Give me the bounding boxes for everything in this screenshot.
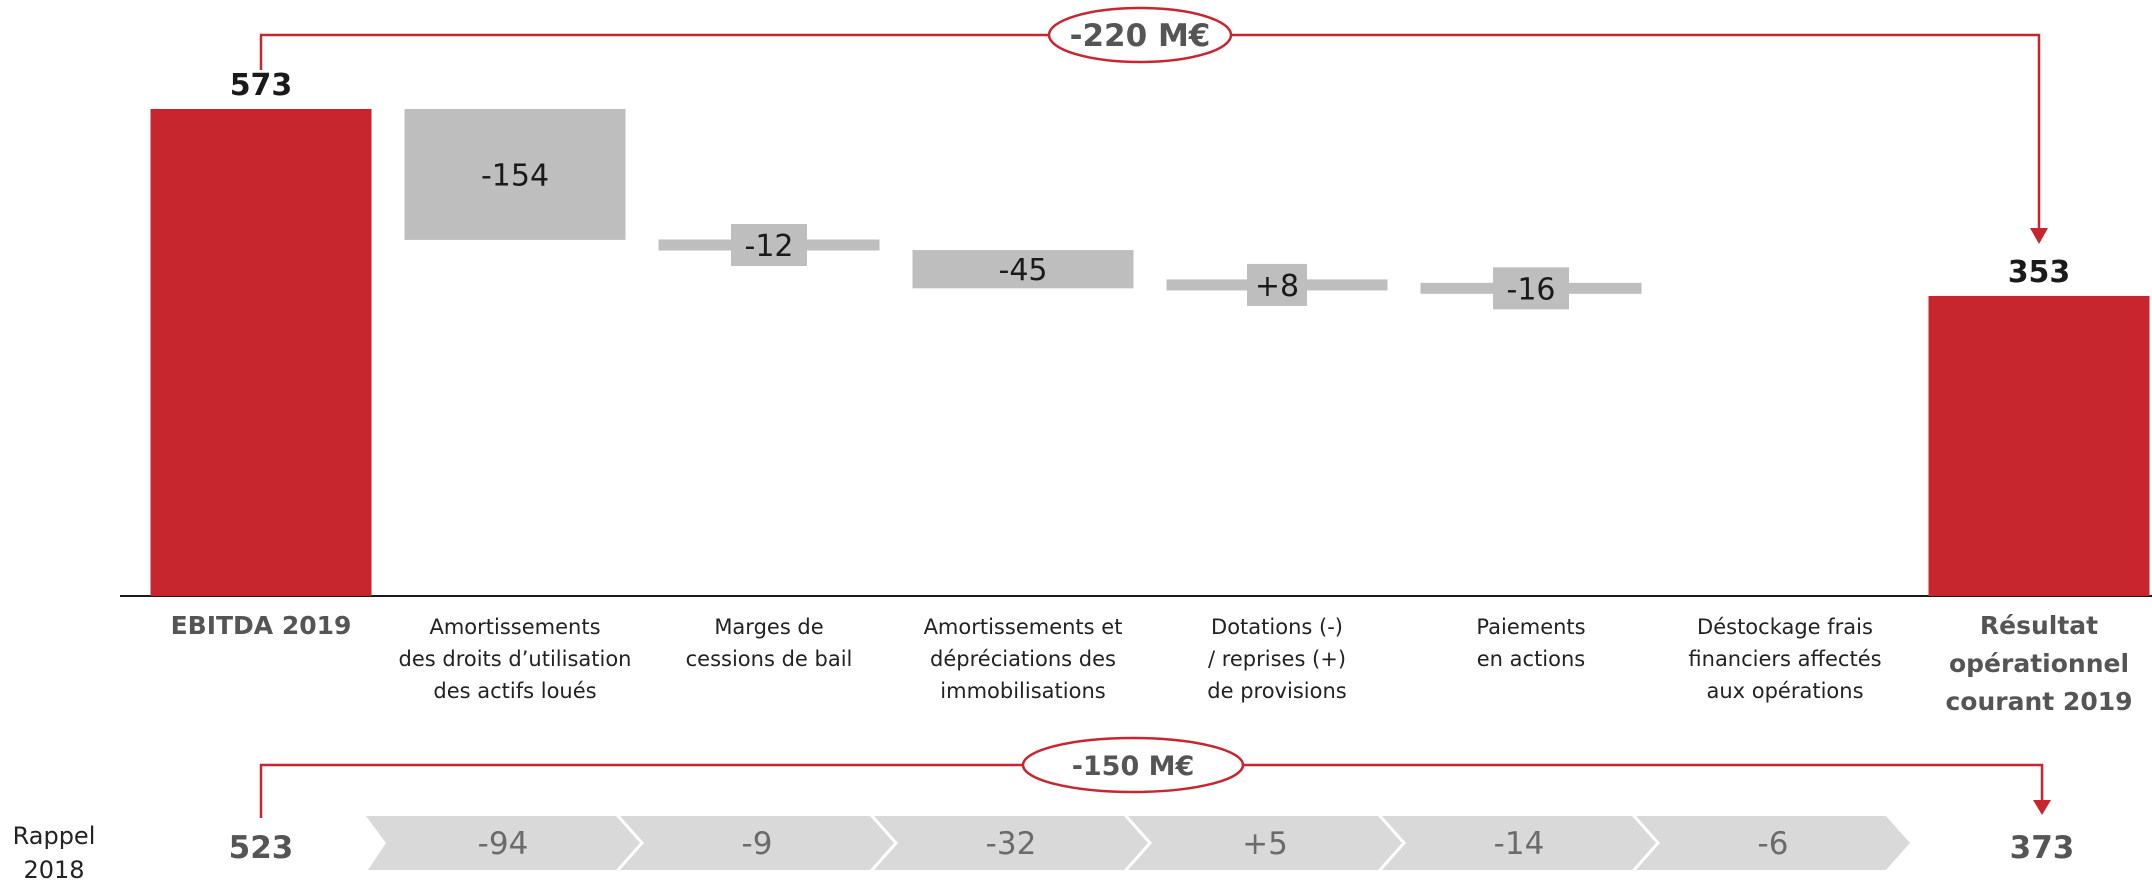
category-label: des droits d’utilisation xyxy=(399,647,632,671)
bar-value-label: 573 xyxy=(230,68,293,103)
bar-value-label: -16 xyxy=(1507,272,1556,307)
recap-start-value: 523 xyxy=(229,830,294,866)
recap-step-value: -6 xyxy=(1758,826,1789,862)
bar-total xyxy=(150,109,372,596)
bar-value-label: -154 xyxy=(481,158,549,193)
category-label: opérationnel xyxy=(1949,649,2129,678)
recap-chevron xyxy=(874,816,1148,870)
category-label: aux opérations xyxy=(1706,679,1863,703)
category-label: financiers affectés xyxy=(1688,647,1881,671)
recap-bridge-arrowhead xyxy=(2033,800,2051,815)
category-label: courant 2019 xyxy=(1945,687,2132,716)
bridge-label: -220 M€ xyxy=(1070,18,1211,54)
category-label: Marges de xyxy=(714,615,823,639)
recap-chevron xyxy=(366,816,640,870)
bar-delta xyxy=(912,250,1134,289)
category-label: de provisions xyxy=(1207,679,1346,703)
category-label: Amortissements et xyxy=(924,615,1123,639)
bar-total xyxy=(1928,295,2150,596)
bridge-arrowhead xyxy=(2030,228,2048,244)
recap-bridge-label: -150 M€ xyxy=(1072,751,1195,782)
category-label: Dotations (-) xyxy=(1211,615,1343,639)
bar-value-box xyxy=(1493,267,1569,310)
recap-step-value: +5 xyxy=(1242,826,1288,862)
recap-step-value: -9 xyxy=(742,826,773,862)
bar-delta xyxy=(404,109,626,240)
recap-end-value: 373 xyxy=(2010,830,2075,866)
bar-value-label: 353 xyxy=(2008,255,2071,290)
recap-step-value: -94 xyxy=(478,826,529,862)
recap-chevron xyxy=(1382,816,1656,870)
bar-value-box xyxy=(731,223,807,266)
category-label: des actifs loués xyxy=(433,679,596,703)
recap-step-value: -32 xyxy=(986,826,1037,862)
category-label: / reprises (+) xyxy=(1208,647,1346,671)
category-label: Paiements xyxy=(1476,615,1585,639)
recap-step-value: -14 xyxy=(1494,826,1545,862)
bar-value-label: +8 xyxy=(1255,269,1299,304)
bridge-label-ellipse xyxy=(1047,6,1233,64)
category-label: en actions xyxy=(1477,647,1586,671)
bar-value-label: -45 xyxy=(999,253,1048,288)
recap-row-label: Rappel xyxy=(13,822,96,850)
category-label: EBITDA 2019 xyxy=(171,611,352,640)
category-label: Amortissements xyxy=(429,615,600,639)
recap-chevron xyxy=(1128,816,1402,870)
category-label: immobilisations xyxy=(940,679,1105,703)
bar-value-box xyxy=(1247,263,1307,306)
recap-bridge-ellipse xyxy=(1021,736,1245,794)
recap-chevron xyxy=(620,816,894,870)
recap-chevron xyxy=(1636,816,1910,870)
category-label: cessions de bail xyxy=(686,647,853,671)
category-label: Résultat xyxy=(1980,611,2098,640)
bar-value-label: -12 xyxy=(745,229,794,264)
category-label: Déstockage frais xyxy=(1697,615,1873,639)
category-label: dépréciations des xyxy=(930,647,1116,671)
recap-row-label: 2018 xyxy=(23,856,84,884)
